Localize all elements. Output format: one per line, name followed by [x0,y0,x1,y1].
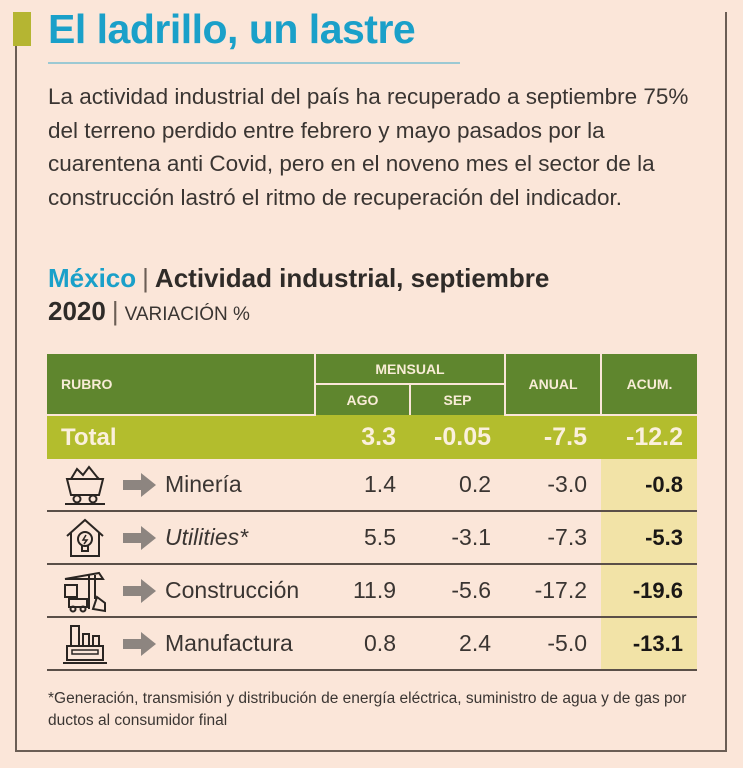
headline: El ladrillo, un lastre [48,6,416,52]
rubro-cell: Utilities* [47,511,315,565]
industrial-activity-table: RUBRO MENSUAL ANUAL ACUM. AGO SEP Total … [47,354,698,671]
mine-cart-icon [65,464,105,505]
anual-value: -3.0 [505,459,602,512]
total-ago: 3.3 [315,415,410,459]
table-row: Construcción 11.9 -5.6 -17.2 -19.6 [47,564,698,618]
rubro-cell: Construcción [47,564,315,618]
acum-value: -13.1 [601,617,698,671]
total-label: Total [47,415,315,459]
header-ago: AGO [314,384,411,415]
crane-icon [64,571,106,612]
acum-value: -0.8 [601,459,698,512]
header-sep: SEP [408,384,507,415]
total-row: Total 3.3 -0.05 -7.5 -12.2 [47,415,698,459]
country-label: México [48,263,137,293]
header-anual: ANUAL [504,354,603,416]
total-sep: -0.05 [410,415,506,459]
ago-value: 0.8 [315,617,410,671]
sep-value: -5.6 [410,564,506,618]
arrow-right-icon [123,631,156,656]
separator: | [142,263,149,293]
arrow-right-icon [123,525,156,550]
anual-value: -17.2 [505,564,602,618]
acum-value: -5.3 [601,511,698,565]
lead-paragraph: La actividad industrial del país ha recu… [48,84,689,210]
chart-subtitle: México | Actividad industrial, septiembre … [48,262,708,331]
total-anual: -7.5 [505,415,602,459]
house-bulb-icon [66,518,104,557]
header-mensual: MENSUAL [313,354,507,385]
arrow-right-icon [123,472,156,497]
ago-value: 11.9 [315,564,410,618]
chart-title: Actividad industrial, septiembre 2020 [48,263,550,326]
table-row: Utilities* 5.5 -3.1 -7.3 -5.3 [47,511,698,565]
rubro-cell: Minería [47,459,315,512]
unit-label: VARIACIÓN % [124,304,250,325]
acum-value: -19.6 [601,564,698,618]
anual-value: -5.0 [505,617,602,671]
sep-value: 0.2 [410,459,506,512]
header-rubro: RUBRO [47,354,316,416]
footnote: *Generación, transmisión y distribución … [48,690,687,729]
sep-value: 2.4 [410,617,506,671]
title-accent-bar [13,12,31,46]
table-row: Minería 1.4 0.2 -3.0 -0.8 [47,459,698,512]
separator: | [111,296,119,326]
header-acum: ACUM. [600,354,698,416]
ago-value: 1.4 [315,459,410,512]
sep-value: -3.1 [410,511,506,565]
arrow-right-icon [123,578,156,603]
total-acum: -12.2 [601,415,698,459]
anual-value: -7.3 [505,511,602,565]
infographic-frame [15,12,727,752]
rubro-label: Construcción [165,577,300,603]
rubro-cell: Manufactura [47,617,315,671]
title-divider [48,62,460,64]
factory-icon [63,624,107,664]
rubro-label: Utilities* [165,524,249,550]
rubro-label: Minería [165,471,242,497]
ago-value: 5.5 [315,511,410,565]
rubro-label: Manufactura [165,630,293,656]
table-row: Manufactura 0.8 2.4 -5.0 -13.1 [47,617,698,671]
